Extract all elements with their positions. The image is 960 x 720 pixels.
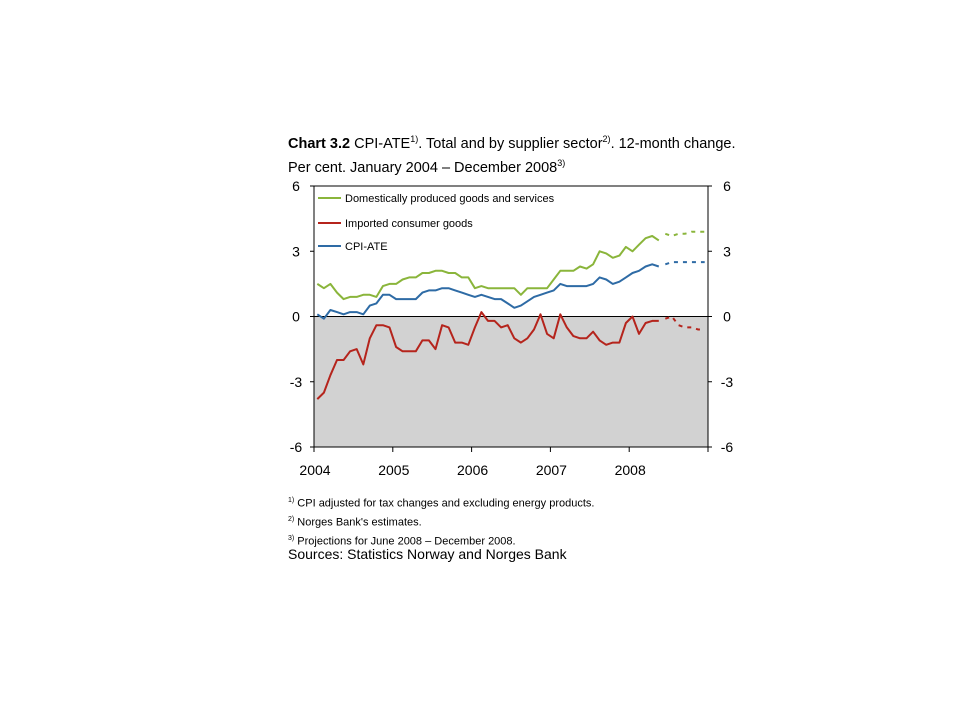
chart-number: Chart 3.2 xyxy=(288,135,351,152)
y-tick-label-left: 0 xyxy=(292,309,300,325)
title-footnote-1: 1) xyxy=(410,134,419,144)
title-text-1: CPI-ATE xyxy=(354,135,411,152)
projection-line-cpiate xyxy=(664,261,705,266)
y-tick-label-right: 3 xyxy=(723,243,731,259)
y-tick-label-left: 3 xyxy=(292,243,300,259)
legend-label-domestic: Domestically produced goods and services xyxy=(345,193,555,205)
x-tick-label: 2008 xyxy=(615,462,646,478)
series-line-cpiate xyxy=(316,263,660,320)
x-tick-label: 2005 xyxy=(378,462,409,478)
sources-note: Sources: Statistics Norway and Norges Ba… xyxy=(288,546,567,562)
footnote-1: 1) CPI adjusted for tax changes and excl… xyxy=(288,497,595,510)
y-tick-label-left: -3 xyxy=(290,374,303,390)
title-footnote-2: 2) xyxy=(602,134,611,144)
y-tick-label-right: -6 xyxy=(721,439,734,455)
y-tick-label-right: 0 xyxy=(723,309,731,325)
x-tick-label: 2006 xyxy=(457,462,488,478)
footnotes: 1) CPI adjusted for tax changes and excl… xyxy=(288,493,594,550)
y-tick-label-left: 6 xyxy=(292,178,300,194)
y-tick-label-right: 6 xyxy=(723,178,731,194)
x-tick-label: 2007 xyxy=(536,462,567,478)
projection-line-domestic xyxy=(664,230,705,238)
y-tick-label-left: -6 xyxy=(290,439,303,455)
chart-title: Chart 3.2 CPI-ATE1). Total and by suppli… xyxy=(288,130,758,178)
title-text-2: . Total and by supplier sector xyxy=(418,135,603,152)
title-text-3: . 12-month change. Per cent. January 200… xyxy=(288,135,736,176)
x-tick-label: 2004 xyxy=(299,462,330,478)
series-line-domestic xyxy=(316,235,660,301)
negative-area-shading xyxy=(314,316,708,447)
legend-label-imported: Imported consumer goods xyxy=(345,218,473,230)
legend-label-cpiate: CPI-ATE xyxy=(345,241,388,253)
series-line-imported xyxy=(316,311,659,400)
title-footnote-3: 3) xyxy=(557,157,566,168)
footnote-2: 2) Norges Bank's estimates. xyxy=(288,516,422,529)
projection-line-imported xyxy=(664,315,705,331)
y-tick-label-right: -3 xyxy=(721,374,734,390)
footnote-3: 3) Projections for June 2008 – December … xyxy=(288,535,516,548)
